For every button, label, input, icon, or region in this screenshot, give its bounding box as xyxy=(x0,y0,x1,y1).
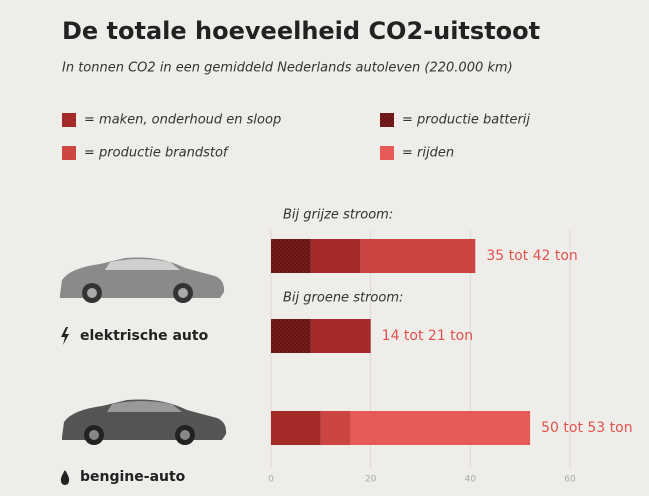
x-tick-label: 0 xyxy=(268,475,274,485)
bar-annotation: 35 tot 42 ton xyxy=(486,248,577,264)
legend-label: = rijden xyxy=(402,146,454,161)
x-tick-label: 60 xyxy=(564,475,576,485)
bar-segment xyxy=(320,411,351,445)
legend-swatch xyxy=(380,146,394,160)
legend-swatch xyxy=(62,146,76,160)
legend-label: = productie batterij xyxy=(402,113,530,128)
electric-car-icon xyxy=(60,257,225,303)
legend-swatch xyxy=(62,113,76,127)
drop-icon xyxy=(60,470,70,485)
bar-segment xyxy=(271,411,321,445)
bar-segment xyxy=(310,239,361,273)
group-label: elektrische auto xyxy=(80,328,209,344)
legend-label: = productie brandstof xyxy=(84,146,230,161)
chart-subtitle: In tonnen CO2 in een gemiddeld Nederland… xyxy=(62,61,513,76)
chart-title: De totale hoeveelheid CO2-uitstoot xyxy=(62,17,540,45)
bar-segment xyxy=(310,319,371,353)
category-label: Bij grijze stroom: xyxy=(283,208,393,223)
lightning-icon xyxy=(61,327,69,345)
category-label: Bij groene stroom: xyxy=(283,291,403,306)
bar-annotation: 14 tot 21 ton xyxy=(382,328,473,344)
bar-segment xyxy=(360,239,476,273)
bar-segment xyxy=(271,319,311,353)
bar-segment xyxy=(271,239,311,273)
legend-swatch xyxy=(380,113,394,127)
group-label: bengine-auto xyxy=(80,469,186,485)
x-tick-label: 20 xyxy=(365,475,377,485)
legend-label: = maken, onderhoud en sloop xyxy=(84,113,281,128)
petrol-car-icon xyxy=(62,399,227,445)
x-tick-label: 40 xyxy=(465,475,477,485)
bar-segment xyxy=(350,411,531,445)
bar-annotation: 50 tot 53 ton xyxy=(541,420,632,436)
